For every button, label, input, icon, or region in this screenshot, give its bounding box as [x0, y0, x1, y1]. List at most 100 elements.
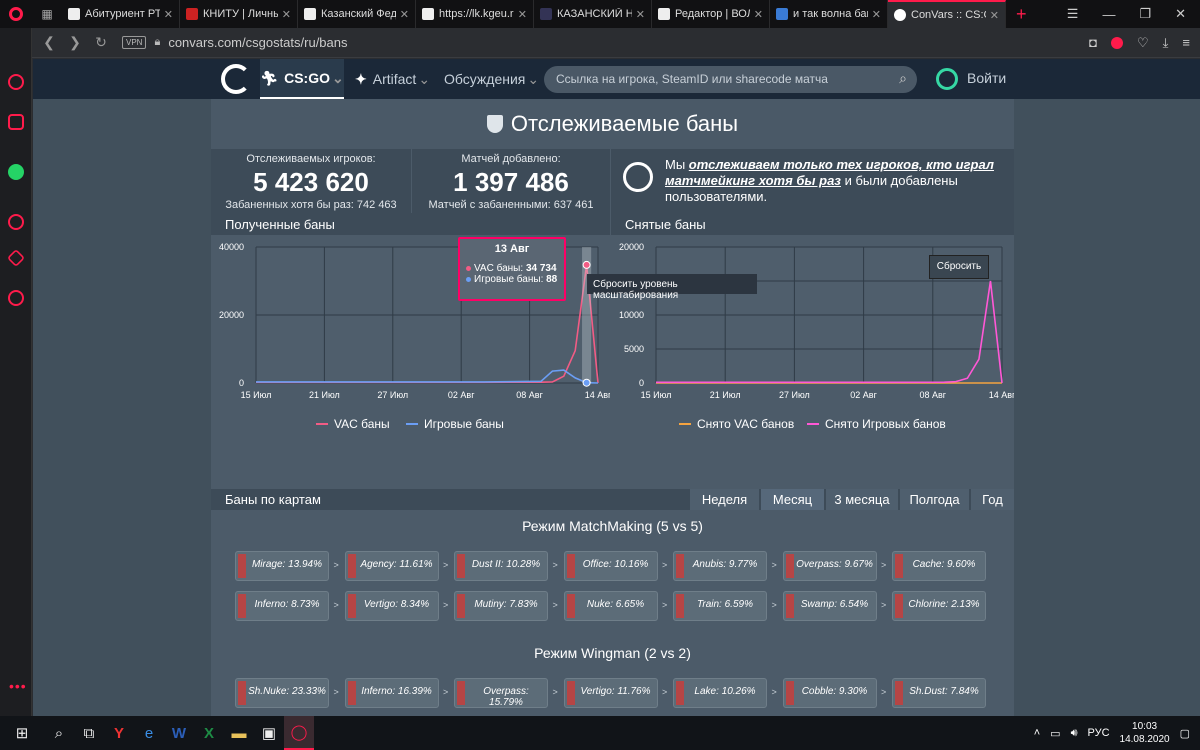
map-share-bar: [238, 554, 246, 578]
word-icon[interactable]: W: [171, 724, 187, 742]
adblock-icon[interactable]: [1111, 36, 1123, 49]
map-button[interactable]: Vertigo: 8.34%: [344, 591, 439, 621]
map-button[interactable]: Cobble: 9.30%: [782, 678, 877, 708]
browser-tab[interactable]: Абитуриент РТУ✕: [62, 0, 180, 28]
network-icon[interactable]: ▭: [1050, 727, 1061, 740]
map-button[interactable]: Sh.Dust: 7.84%: [892, 678, 986, 708]
edge-icon[interactable]: e: [144, 724, 154, 742]
browser-tab[interactable]: КНИТУ | Личный✕: [180, 0, 298, 28]
map-button[interactable]: Mutiny: 7.83%: [454, 591, 548, 621]
clock[interactable]: 10:03 14.08.2020: [1119, 721, 1170, 745]
convars-logo-icon[interactable]: [221, 64, 251, 94]
period-week[interactable]: Неделя: [689, 489, 759, 510]
extensions-icon[interactable]: [6, 248, 26, 268]
minimize-icon[interactable]: —: [1102, 6, 1116, 22]
close-icon[interactable]: ✕: [871, 8, 881, 21]
map-button[interactable]: Office: 10.16%: [563, 551, 658, 581]
map-button[interactable]: Mirage: 13.94%: [235, 551, 329, 581]
arrow-icon: >: [771, 560, 777, 570]
map-button[interactable]: Inferno: 8.73%: [235, 591, 329, 621]
menu-icon[interactable]: ≡: [1182, 35, 1190, 50]
browser-tab[interactable]: КАЗАНСКИЙ НА✕: [534, 0, 652, 28]
app-icon[interactable]: ▣: [261, 725, 277, 742]
download-icon[interactable]: ⤓: [1162, 34, 1169, 50]
url-field[interactable]: convars.com/csgostats/ru/bans: [168, 35, 348, 50]
period-3-months[interactable]: 3 месяца: [825, 489, 898, 510]
browser-tab-active[interactable]: ConVars :: CS:GO✕: [888, 0, 1006, 28]
back-icon[interactable]: ❮: [43, 34, 55, 50]
nav-csgo[interactable]: 🏃︎ CS:GO ⌄: [260, 59, 344, 99]
task-view-icon[interactable]: ⧉: [83, 724, 95, 742]
arrow-icon: >: [443, 687, 449, 697]
map-button[interactable]: Sh.Nuke: 23.33%: [235, 678, 329, 708]
opera-menu-button[interactable]: [0, 0, 32, 28]
twitch-icon[interactable]: [8, 114, 24, 130]
search-icon[interactable]: ⌕: [899, 70, 907, 86]
map-button[interactable]: Lake: 10.26%: [673, 678, 767, 708]
steam-login-icon[interactable]: [936, 68, 958, 90]
browser-tab[interactable]: https://lk.kgeu.r ✕: [416, 0, 534, 28]
map-button[interactable]: Anubis: 9.77%: [673, 551, 767, 581]
map-button[interactable]: Vertigo: 11.76%: [563, 678, 658, 708]
reload-icon[interactable]: ↻: [95, 34, 107, 50]
close-icon[interactable]: ✕: [989, 9, 999, 22]
excel-icon[interactable]: X: [203, 724, 214, 742]
volume-icon[interactable]: 🔊︎: [1070, 726, 1078, 739]
map-button[interactable]: Overpass: 9.67%: [782, 551, 877, 581]
map-button[interactable]: Nuke: 6.65%: [563, 591, 658, 621]
forward-icon[interactable]: ❯: [69, 34, 81, 50]
map-button[interactable]: Inferno: 16.39%: [344, 678, 439, 708]
yandex-icon[interactable]: Y: [113, 724, 124, 742]
arrow-icon: >: [881, 600, 887, 610]
close-icon[interactable]: ✕: [517, 8, 527, 21]
arrow-icon: >: [662, 687, 668, 697]
tray-expand-icon[interactable]: ˄: [1033, 727, 1041, 739]
vpn-badge[interactable]: VPN: [122, 36, 147, 49]
settings-icon[interactable]: [8, 290, 24, 306]
period-year[interactable]: Год: [970, 489, 1014, 510]
whatsapp-icon[interactable]: [8, 164, 24, 180]
new-tab-button[interactable]: +: [1016, 3, 1027, 24]
history-icon[interactable]: [8, 214, 24, 230]
period-half-year[interactable]: Полгода: [899, 489, 969, 510]
close-icon[interactable]: ✕: [281, 8, 291, 21]
browser-tab[interactable]: Казанский Феде ✕: [298, 0, 416, 28]
map-button[interactable]: Chlorine: 2.13%: [892, 591, 986, 621]
close-icon[interactable]: ✕: [635, 8, 645, 21]
search-icon[interactable]: ⌕: [54, 724, 64, 742]
explorer-icon[interactable]: ▬: [231, 724, 247, 742]
close-icon[interactable]: ✕: [163, 8, 173, 21]
heart-icon[interactable]: ♡: [1137, 34, 1149, 50]
snapshot-icon[interactable]: ◘: [1089, 35, 1097, 50]
keyboard-language[interactable]: РУС: [1087, 727, 1110, 739]
reset-zoom-button[interactable]: Сбросить: [929, 255, 989, 279]
y-tick-label: 0: [239, 378, 244, 388]
close-window-icon[interactable]: ✕: [1175, 6, 1186, 21]
maximize-icon[interactable]: ❐: [1139, 6, 1152, 21]
map-button[interactable]: Overpass: 15.79%: [454, 678, 548, 708]
info-link[interactable]: отслеживаем только тех игроков, кто игра…: [665, 157, 994, 188]
start-icon[interactable]: ⊞: [15, 725, 29, 742]
close-icon[interactable]: ✕: [399, 8, 409, 21]
map-button[interactable]: Swamp: 6.54%: [782, 591, 877, 621]
map-button[interactable]: Dust II: 10.28%: [454, 551, 548, 581]
more-icon[interactable]: •••: [9, 678, 27, 694]
map-button[interactable]: Agency: 11.61%: [344, 551, 439, 581]
browser-tab[interactable]: Редактор | ВОЛ ✕: [652, 0, 770, 28]
speed-dial-icon[interactable]: [8, 74, 24, 90]
opera-taskbar-icon[interactable]: ◯: [284, 716, 314, 750]
lock-icon[interactable]: 🔒︎: [154, 36, 161, 48]
hover-band: [582, 247, 592, 383]
tab-menu-icon[interactable]: ▦: [41, 7, 53, 21]
player-search-input[interactable]: Ссылка на игрока, SteamID или sharecode …: [544, 66, 917, 93]
browser-tab[interactable]: и так волна бан ✕: [770, 0, 888, 28]
nav-artifact[interactable]: ✦ Artifact ⌄: [355, 70, 431, 88]
map-button[interactable]: Cache: 9.60%: [892, 551, 986, 581]
login-button[interactable]: Войти: [967, 70, 1007, 86]
tab-search-icon[interactable]: ☰: [1066, 6, 1079, 21]
nav-discussions[interactable]: Обсуждения ⌄: [444, 70, 540, 88]
notifications-icon[interactable]: ▢: [1179, 727, 1190, 740]
period-month[interactable]: Месяц: [760, 489, 824, 510]
close-icon[interactable]: ✕: [753, 8, 763, 21]
map-button[interactable]: Train: 6.59%: [673, 591, 767, 621]
